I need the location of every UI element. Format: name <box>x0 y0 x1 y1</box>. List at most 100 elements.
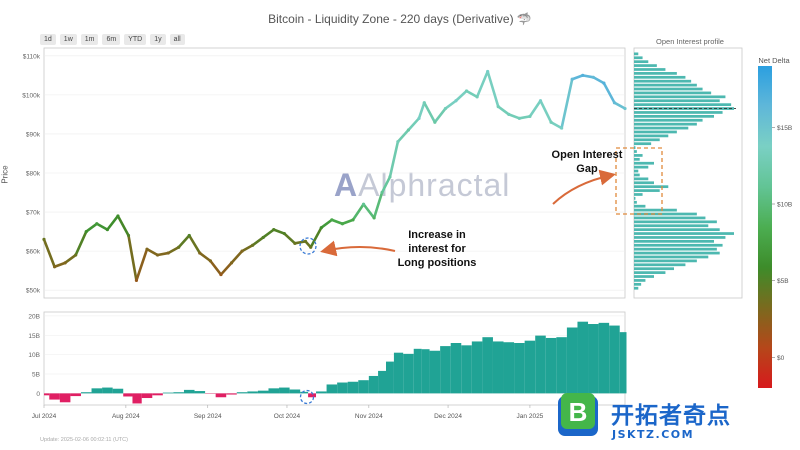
profile-bar <box>634 275 654 278</box>
price-line-segment <box>341 218 355 226</box>
price-line-segment <box>396 128 410 144</box>
price-point <box>380 190 384 195</box>
oi-bar <box>337 382 348 394</box>
price-point <box>251 243 255 247</box>
profile-bar <box>634 228 720 232</box>
price-line-segment <box>539 99 553 124</box>
net-delta-colorbar: $0 $5B $10B $15B <box>758 66 792 388</box>
range-button-1w[interactable]: 1w <box>59 34 77 45</box>
oi-bar <box>440 346 451 394</box>
oi-bar <box>556 337 567 394</box>
profile-bar <box>634 122 697 126</box>
oi-bar <box>194 391 206 394</box>
price-point <box>443 106 448 111</box>
price-point <box>486 69 490 74</box>
oi-bar <box>215 393 227 398</box>
long-interest-circle <box>299 237 317 255</box>
gap-annotation-line-2: Gap <box>576 163 598 175</box>
profile-bar <box>634 114 714 118</box>
price-line-segment <box>602 81 616 104</box>
profile-bar <box>634 79 692 83</box>
oi-bar <box>279 387 290 394</box>
oi-bar <box>132 393 142 404</box>
price-point <box>261 235 265 240</box>
oi-bar <box>123 393 133 397</box>
profile-bar <box>634 267 674 271</box>
oi-bar <box>471 341 483 394</box>
oi-bar <box>102 387 113 394</box>
oi-bar <box>609 325 620 394</box>
price-line-segment <box>380 175 392 194</box>
long-interest-arrow <box>320 240 396 257</box>
profile-bar <box>634 99 720 103</box>
price-line-segment <box>486 70 500 108</box>
profile-bar <box>634 271 666 274</box>
price-line-segment <box>127 234 138 282</box>
oi-bar <box>300 391 309 394</box>
oi-bar <box>524 340 536 394</box>
price-point <box>229 261 234 265</box>
range-button-1d[interactable]: 1d <box>40 34 56 45</box>
oi-gap-arrow <box>552 169 616 205</box>
price-tick-label: $60k <box>26 249 41 256</box>
range-button-ytd[interactable]: YTD <box>124 34 147 45</box>
price-line-segment <box>84 222 99 233</box>
price-line-segment <box>74 230 88 257</box>
price-point <box>433 120 437 124</box>
price-line-segment <box>388 140 400 179</box>
profile-bar <box>634 146 636 149</box>
net-delta-title: Net Delta <box>758 56 790 65</box>
range-button-1y[interactable]: 1y <box>150 34 166 45</box>
profile-bar <box>634 87 703 91</box>
profile-bar <box>634 279 646 282</box>
price-point <box>303 239 308 243</box>
oi-bar <box>482 337 493 394</box>
range-button-1m[interactable]: 1m <box>80 34 99 45</box>
oi-tick-label: 5B <box>32 372 40 379</box>
price-line-segment <box>549 120 563 130</box>
profile-bar <box>634 236 726 239</box>
profile-bar <box>634 189 660 192</box>
profile-bar <box>634 216 706 220</box>
profile-bar <box>634 111 723 114</box>
price-point <box>74 253 78 257</box>
oi-bar <box>535 335 546 394</box>
oi-bar <box>257 390 269 394</box>
oi-bar <box>461 345 472 394</box>
profile-bar <box>634 251 720 255</box>
profile-bar <box>634 165 649 169</box>
x-tick-label: Dec 2024 <box>434 413 462 420</box>
x-tick-label: Sep 2024 <box>194 413 222 420</box>
profile-bar <box>634 95 726 99</box>
profile-bar <box>634 286 639 290</box>
price-line-segment <box>592 75 606 85</box>
oi-bar <box>247 391 258 394</box>
price-line-segment <box>293 240 307 245</box>
oi-bar <box>385 361 394 394</box>
price-line-segment <box>496 105 511 116</box>
oi-bar <box>162 392 174 394</box>
range-button-all[interactable]: all <box>169 34 185 45</box>
x-tick-label: Oct 2024 <box>274 413 301 420</box>
profile-bar <box>634 239 714 243</box>
oi-bar <box>173 392 184 394</box>
price-line-segment <box>230 249 244 265</box>
oi-highlight-circle <box>299 389 315 405</box>
oi-bar <box>598 322 610 394</box>
profile-bar <box>634 154 643 157</box>
oi-bar <box>577 321 589 394</box>
profile-bar <box>634 247 717 251</box>
colorbar-tick-label: $15B <box>777 125 792 132</box>
profile-bar <box>634 173 640 177</box>
price-line-segment <box>219 261 233 276</box>
profile-bar <box>634 60 649 64</box>
x-tick-label: Aug 2024 <box>112 413 140 420</box>
oi-bar <box>112 388 124 394</box>
price-point <box>177 245 181 249</box>
price-point <box>126 233 131 238</box>
price-line-segment <box>444 99 458 110</box>
price-point <box>95 222 99 226</box>
price-line-segment <box>95 222 109 231</box>
price-line-segment <box>422 101 437 124</box>
range-button-6m[interactable]: 6m <box>102 34 121 45</box>
